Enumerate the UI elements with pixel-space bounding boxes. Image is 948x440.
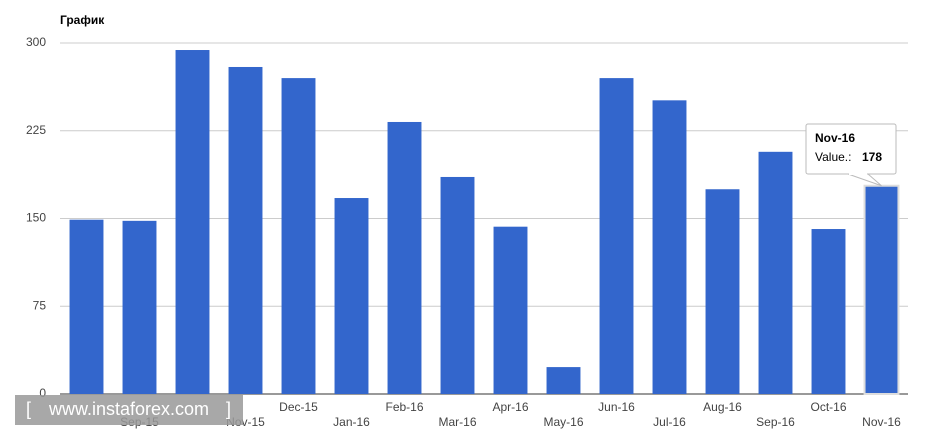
y-tick-label: 225 — [26, 123, 46, 137]
bar — [175, 50, 210, 395]
watermark-bracket: [ — [26, 399, 31, 419]
tooltip: Nov-16 Value.: 178 — [805, 123, 897, 187]
x-tick-label: Apr-16 — [492, 400, 528, 414]
watermark-text: www.instaforex.com — [48, 399, 209, 419]
bar — [228, 66, 263, 395]
y-tick-label: 150 — [26, 211, 46, 225]
bar — [281, 78, 316, 394]
watermark-box — [15, 395, 243, 425]
chart-title: График — [60, 13, 105, 27]
x-tick-label: Sep-16 — [756, 415, 795, 429]
tooltip-cover — [849, 172, 867, 175]
bar — [758, 151, 793, 394]
y-tick-label: 0 — [39, 386, 46, 400]
x-tick-label: Jan-16 — [333, 415, 370, 429]
bar — [440, 176, 475, 394]
bar — [652, 100, 687, 394]
x-tick-label: Dec-15 — [279, 400, 318, 414]
tooltip-pointer — [847, 173, 882, 187]
bar — [493, 226, 528, 394]
bar — [69, 219, 104, 394]
tooltip-label: Value.: — [815, 150, 851, 164]
x-tick-label: Mar-16 — [438, 415, 476, 429]
bar — [863, 184, 900, 395]
y-tick-label: 75 — [33, 298, 47, 312]
x-tick-label: Aug-16 — [703, 400, 742, 414]
bar — [811, 229, 846, 394]
x-tick-label: Oct-16 — [810, 400, 846, 414]
bar — [334, 198, 369, 394]
x-tick-label: Feb-16 — [385, 400, 423, 414]
x-tick-label: May-16 — [543, 415, 583, 429]
bar — [599, 78, 634, 394]
x-tick-label: Jun-16 — [598, 400, 635, 414]
watermark: [] www.instaforex.com — [15, 395, 243, 425]
x-tick-label: Nov-16 — [862, 415, 901, 429]
tooltip-value: 178 — [862, 150, 882, 164]
bar — [387, 121, 422, 394]
watermark-bracket: ] — [226, 399, 231, 419]
x-tick-label: Jul-16 — [653, 415, 686, 429]
tooltip-category: Nov-16 — [815, 131, 855, 145]
bar — [122, 220, 157, 394]
bar — [546, 367, 581, 394]
bar — [705, 189, 740, 394]
y-tick-label: 300 — [26, 35, 46, 49]
